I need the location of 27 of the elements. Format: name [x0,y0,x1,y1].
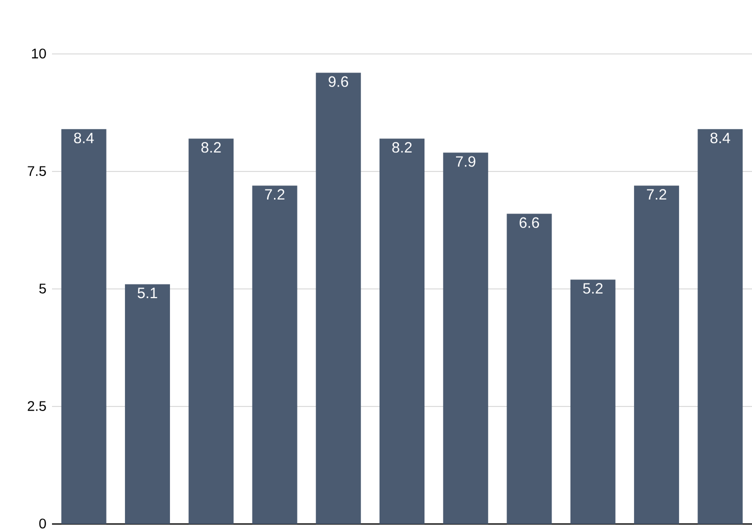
y-tick-label: 0 [39,518,46,528]
y-tick-label: 7.5 [28,166,46,176]
bar [188,138,234,524]
bar [634,186,680,524]
data-label: 7.2 [265,189,284,200]
bar [61,129,106,524]
bar [698,129,743,524]
bar [252,186,298,524]
data-label: 7.2 [646,189,666,200]
y-tick-label: 5 [39,284,46,294]
data-label: 8.2 [201,142,221,153]
y-tick-label: 2.5 [28,401,46,411]
bar [124,284,170,524]
data-label: 8.4 [710,132,730,144]
data-label: 6.6 [520,217,540,228]
bar [570,280,616,524]
bar [506,214,552,524]
data-label: 8.4 [74,132,94,144]
data-label: 9.6 [328,76,348,87]
data-label: 7.9 [456,156,476,167]
data-label: 5.1 [138,288,158,298]
y-tick-label: 10 [32,48,46,58]
bar [443,152,488,524]
data-label: 8.2 [392,142,412,153]
bar [316,72,361,524]
data-label: 5.2 [583,283,603,294]
bar [380,138,425,524]
